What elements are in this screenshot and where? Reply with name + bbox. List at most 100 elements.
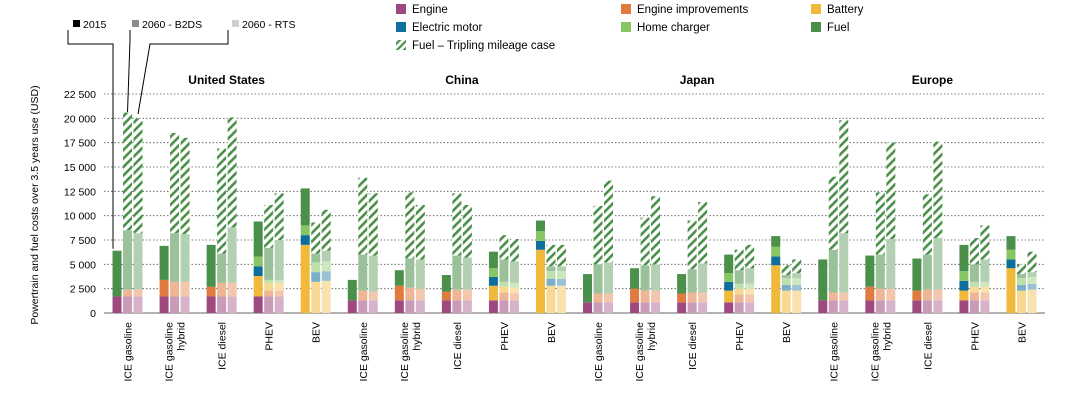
legend-swatch-fuel: [811, 22, 821, 32]
bar-triple: [980, 225, 990, 260]
bar-charger: [321, 261, 331, 272]
category-label: ICE gasoline: [593, 322, 605, 382]
bar-engine_imp: [865, 286, 875, 301]
category-label: ICE gasoline: [634, 322, 646, 382]
bar-engine: [180, 296, 190, 313]
bar-fuel: [677, 274, 687, 294]
bar-engine: [640, 302, 650, 313]
category-label: ICE gasoline: [123, 322, 135, 382]
bar-battery: [771, 265, 781, 313]
bar-triple: [933, 141, 943, 239]
bar-motor: [488, 276, 498, 286]
category-label: PHEV: [264, 322, 276, 351]
bar-engine: [734, 302, 744, 313]
bar-engine_imp: [274, 290, 284, 297]
legend-swatch-battery: [811, 4, 821, 14]
bar-engine: [347, 300, 357, 313]
bar-battery: [1016, 290, 1026, 313]
category-label: PHEV: [499, 322, 511, 351]
bar-engine_imp: [159, 279, 169, 297]
bar-engine: [604, 302, 614, 313]
bar-engine_imp: [368, 291, 378, 301]
category-label: ICE diesel: [217, 322, 229, 370]
bar-battery: [264, 282, 274, 291]
bar-engine: [462, 300, 472, 313]
bar-triple: [264, 204, 274, 248]
bar-engine_imp: [912, 290, 922, 301]
scenario-label-b2ds: 2060 - B2DS: [142, 19, 202, 31]
bar-fuel: [1027, 272, 1037, 277]
bar-engine: [886, 300, 896, 313]
bar-charger: [264, 279, 274, 283]
bar-engine_imp: [630, 288, 640, 303]
bar-triple: [651, 196, 661, 265]
bar-triple: [640, 217, 650, 266]
bar-charger: [1027, 276, 1037, 284]
y-tick-label: 12 500: [64, 186, 96, 198]
bar-engine_imp: [969, 292, 979, 301]
bar-fuel: [698, 263, 708, 293]
bar-engine: [112, 296, 122, 313]
legend: Engine Engine improvements Battery Electric…: [396, 4, 864, 52]
bar-charger: [274, 279, 284, 283]
category-label: ICE gasoline: [399, 322, 411, 382]
bar-engine: [922, 300, 932, 313]
y-tick-label: 22 500: [64, 89, 96, 101]
bar-engine: [912, 300, 922, 313]
bar-engine: [170, 296, 180, 313]
bar-engine: [745, 302, 755, 313]
bar-battery: [1027, 289, 1037, 313]
bar-engine_imp: [875, 288, 885, 301]
bar-fuel: [227, 227, 237, 283]
bar-engine: [593, 302, 603, 313]
bar-fuel: [180, 234, 190, 282]
bar-battery: [724, 290, 734, 303]
bar-battery: [321, 280, 331, 313]
bar-engine: [488, 300, 498, 313]
bar-charger: [300, 225, 310, 236]
bar-charger: [499, 281, 509, 287]
category-label: hybrid: [411, 322, 423, 351]
bar-engine_imp: [828, 292, 838, 301]
bar-charger: [724, 273, 734, 282]
bar-fuel: [980, 259, 990, 282]
bar-fuel: [499, 259, 509, 282]
category-label: hybrid: [176, 322, 188, 351]
bar-triple: [509, 239, 519, 262]
bar-fuel: [321, 250, 331, 262]
bar-triple: [1027, 251, 1037, 273]
legend-label-battery: Battery: [827, 4, 864, 16]
bar-engine: [687, 302, 697, 313]
bar-fuel: [583, 274, 593, 303]
bar-engine: [583, 302, 593, 313]
bar-triple: [1016, 264, 1026, 275]
bar-engine: [217, 296, 227, 313]
bar-engine: [969, 300, 979, 313]
legend-label-engine: Engine: [412, 4, 448, 16]
bar-engine: [959, 300, 969, 313]
category-label: hybrid: [881, 322, 893, 351]
region-label: United States: [188, 73, 265, 87]
bar-triple: [604, 180, 614, 263]
bar-engine_imp: [180, 281, 190, 297]
bar-charger: [546, 271, 556, 279]
bar-motor: [771, 256, 781, 266]
bar-engine: [630, 302, 640, 313]
bar-triple: [556, 244, 566, 267]
bar-engine_imp: [394, 285, 404, 301]
bar-engine: [724, 302, 734, 313]
category-label: ICE diesel: [922, 322, 934, 370]
bar-battery: [546, 285, 556, 313]
bar-battery: [1006, 268, 1016, 313]
category-label: ICE gasoline: [358, 322, 370, 382]
bar-fuel: [912, 258, 922, 291]
bar-fuel: [133, 233, 143, 290]
bar-engine_imp: [677, 293, 687, 303]
y-tick-label: 15 000: [64, 162, 96, 174]
bar-battery: [499, 286, 509, 293]
y-tick-label: 0: [90, 308, 96, 320]
bar-engine: [441, 300, 451, 313]
bar-motor: [959, 280, 969, 291]
y-tick-label: 5 000: [70, 259, 96, 271]
